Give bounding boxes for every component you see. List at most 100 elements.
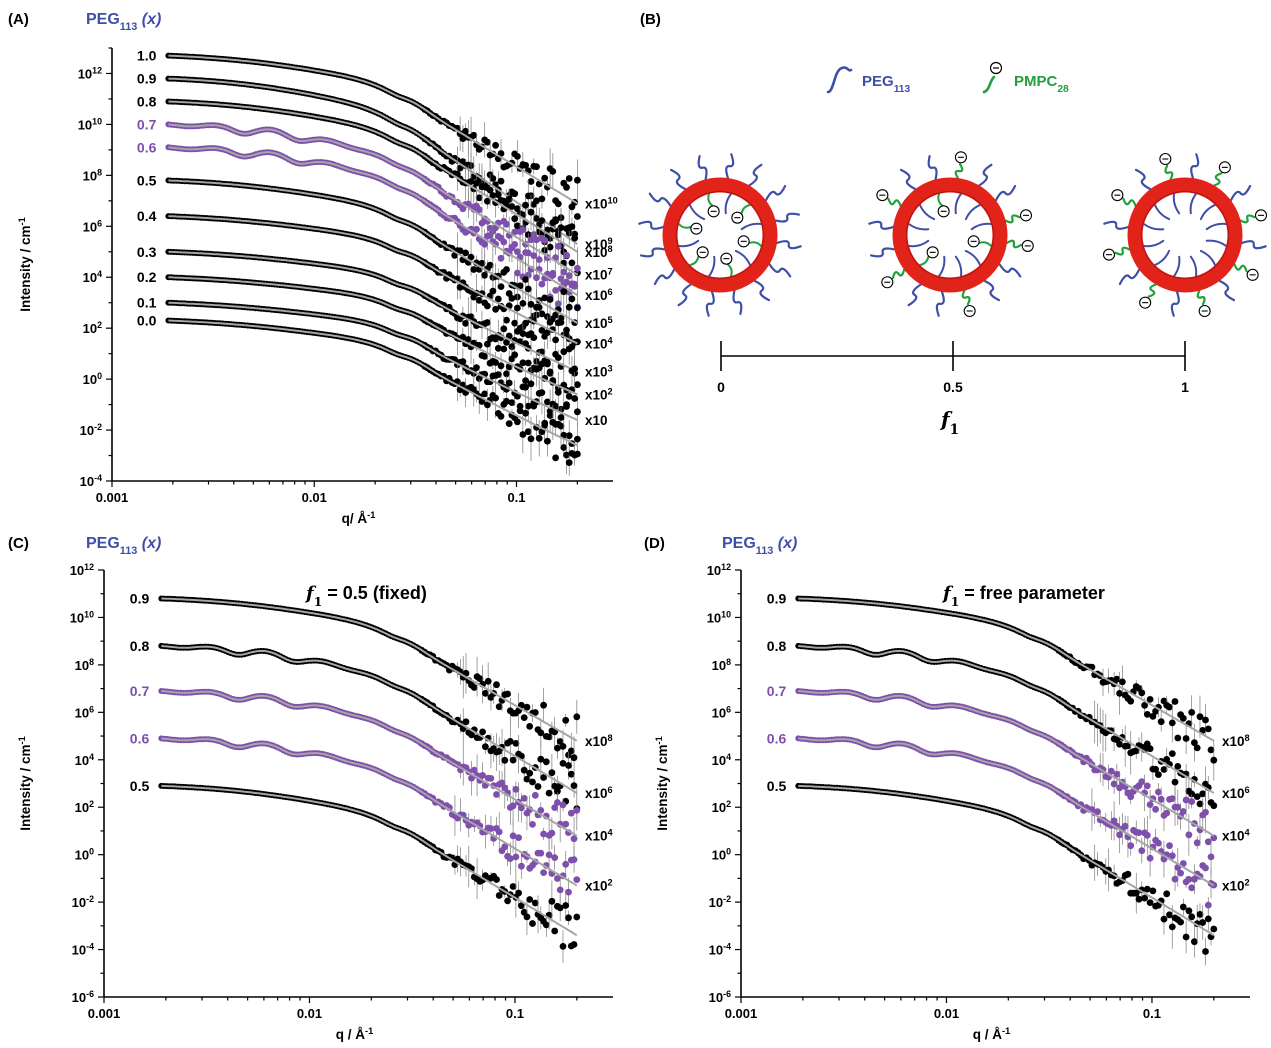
peg-chain [907, 283, 922, 307]
data-point [511, 351, 519, 359]
data-point [1168, 719, 1176, 727]
fit-line [168, 123, 578, 276]
legend-peg-label: PEG113 [862, 73, 910, 95]
data-point [1152, 765, 1159, 773]
data-point [1119, 678, 1126, 686]
data-point [1204, 901, 1212, 909]
panel-label: (B) [640, 11, 661, 28]
data-point [540, 830, 547, 838]
data-point [523, 703, 531, 711]
data-point [514, 418, 521, 426]
peg-chain [677, 283, 692, 307]
pmpc-chain [937, 192, 944, 207]
peg-chain [870, 247, 896, 258]
data-point [548, 769, 556, 777]
fit-line [798, 644, 1215, 794]
data-point [533, 215, 540, 222]
data-point [1107, 767, 1115, 775]
data-point [570, 835, 578, 843]
data-point [508, 343, 516, 351]
peg-chain [1205, 222, 1228, 231]
data-point [1204, 838, 1212, 846]
data-point [1143, 782, 1151, 790]
data-point [531, 709, 539, 716]
data-point [1191, 739, 1198, 747]
data-point [563, 251, 570, 259]
fit-line [161, 784, 578, 937]
data-point [560, 444, 568, 451]
data-point [542, 921, 550, 929]
data-point [565, 762, 572, 769]
data-point [568, 295, 576, 303]
pmpc-chain [961, 289, 971, 306]
data-point [552, 336, 559, 344]
data-point [1204, 915, 1212, 923]
scale-factor-label: x104 [585, 828, 614, 844]
data-point [505, 420, 513, 427]
data-point [462, 127, 469, 135]
data-point [559, 801, 567, 809]
x-tick-label: 0.01 [297, 1006, 322, 1021]
data-point [562, 860, 570, 868]
data-point [522, 409, 529, 417]
scale-factor-label: x1010 [585, 195, 618, 211]
pmpc-chain [1147, 283, 1157, 298]
scale-factor-label: x106 [1222, 785, 1250, 801]
data-point [1160, 766, 1168, 773]
data-point [565, 303, 573, 311]
panel-label: (A) [8, 11, 29, 28]
data-point [1163, 756, 1171, 763]
data-point [551, 728, 559, 736]
fit-line [168, 250, 578, 373]
data-point [540, 869, 547, 876]
peg-chain [935, 290, 945, 317]
data-point [1193, 744, 1201, 752]
data-point [509, 756, 517, 764]
vesicle-f05 [868, 151, 1034, 318]
data-point [527, 236, 535, 244]
series-0.8: 0.8 x106 [130, 638, 613, 831]
data-point [522, 319, 529, 327]
pmpc-chain [954, 163, 964, 180]
data-point [1177, 869, 1184, 877]
data-point [537, 807, 545, 814]
data-point [574, 408, 581, 416]
data-point [1146, 801, 1154, 808]
data-point [503, 220, 510, 228]
data-point [527, 435, 535, 443]
data-point [514, 269, 521, 277]
y-tick-label: 10-2 [709, 894, 731, 910]
peg-chain [899, 168, 917, 191]
data-point [533, 163, 540, 171]
series-label: 1.0 [137, 48, 157, 64]
peg-chain [918, 203, 936, 221]
data-point [565, 175, 573, 182]
pmpc-chain [688, 255, 700, 267]
data-point [1116, 784, 1123, 792]
pmpc-chain [1196, 289, 1206, 306]
series-label: 0.0 [137, 313, 157, 329]
data-point [567, 747, 575, 755]
data-point [1143, 711, 1151, 718]
y-tick-label: 104 [75, 752, 94, 768]
series-label: 0.9 [767, 590, 787, 606]
data-point [1207, 746, 1215, 754]
data-point [501, 756, 509, 764]
data-point [515, 889, 522, 897]
data-point [1171, 698, 1179, 705]
data-point [1138, 778, 1146, 786]
data-point [557, 224, 565, 232]
data-point [467, 253, 475, 261]
scale-factor-label: x10 [585, 413, 608, 428]
fit-line [168, 54, 578, 205]
data-point [1166, 911, 1173, 919]
data-point [1113, 770, 1121, 778]
data-point [541, 294, 549, 302]
data-point [506, 738, 514, 745]
peg-chain [978, 163, 993, 187]
data-point [529, 920, 536, 927]
data-point [500, 325, 508, 333]
data-point [537, 849, 545, 857]
scale-factor-label: x104 [1222, 828, 1251, 844]
data-point [1116, 740, 1123, 748]
